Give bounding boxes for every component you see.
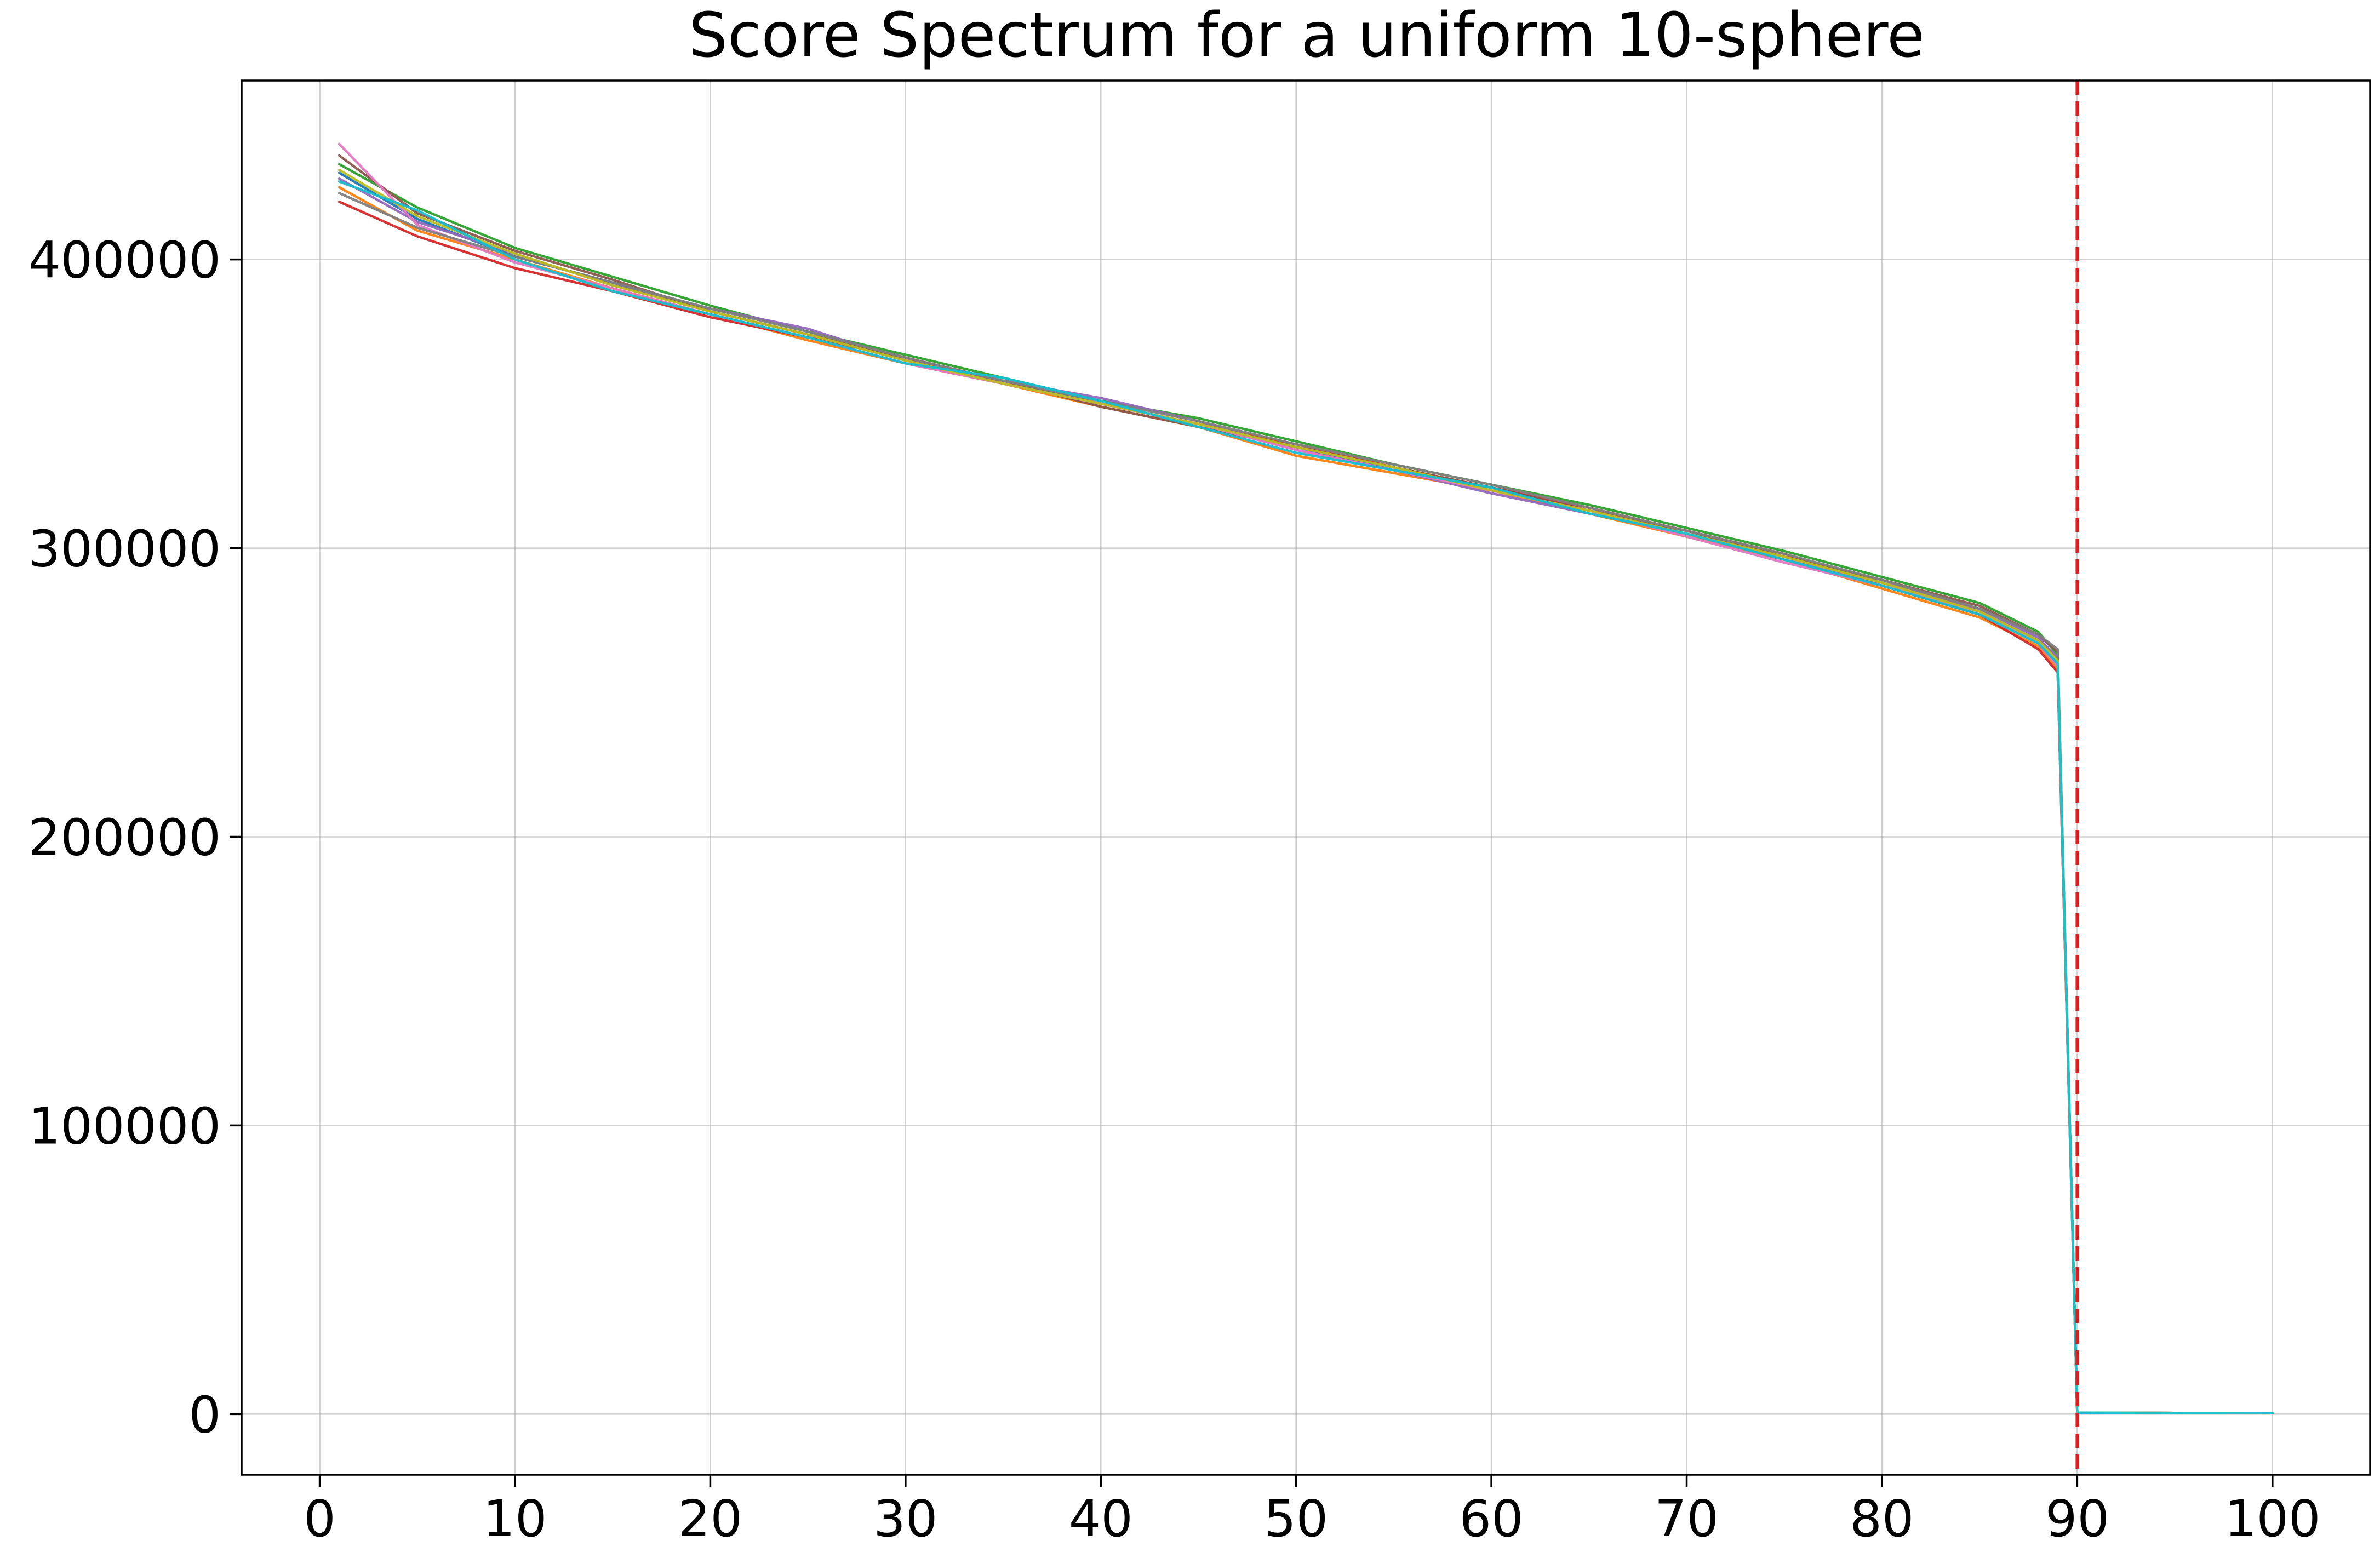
series-line-5 — [337, 177, 2274, 1415]
x-tick-label: 70 — [1655, 1490, 1719, 1548]
x-tick-label: 40 — [1069, 1490, 1133, 1548]
x-tick-label: 100 — [2224, 1490, 2321, 1548]
plot-frame — [241, 79, 2371, 1476]
y-tick-label: 400000 — [28, 231, 221, 290]
series-line-1 — [337, 171, 2274, 1415]
series-line-2 — [337, 186, 2274, 1415]
x-tick-label: 30 — [873, 1490, 937, 1548]
chart-title: Score Spectrum for a uniform 10-sphere — [689, 0, 1925, 71]
y-tick-label: 200000 — [28, 809, 221, 867]
y-tick-label: 100000 — [28, 1097, 221, 1155]
series-line-8 — [337, 192, 2274, 1415]
y-axis-ticks: 0 100000 200000 300000 400000 — [28, 231, 242, 1444]
y-tick-label: 300000 — [28, 520, 221, 578]
series-line-4 — [337, 201, 2274, 1415]
series-line-9 — [337, 169, 2274, 1415]
series-line-7 — [337, 142, 2274, 1415]
x-tick-label: 60 — [1460, 1490, 1524, 1548]
x-tick-label: 50 — [1264, 1490, 1328, 1548]
x-tick-label: 0 — [304, 1490, 336, 1548]
series-lines — [337, 142, 2274, 1415]
x-tick-label: 90 — [2045, 1490, 2109, 1548]
y-tick-label: 0 — [188, 1385, 221, 1444]
x-tick-label: 80 — [1850, 1490, 1914, 1548]
series-line-10 — [337, 180, 2274, 1415]
x-tick-label: 20 — [678, 1490, 742, 1548]
series-line-3 — [337, 163, 2274, 1415]
x-tick-label: 10 — [483, 1490, 547, 1548]
series-line-6 — [337, 154, 2274, 1415]
grid — [242, 81, 2370, 1475]
x-axis-ticks: 0 10 20 30 40 50 60 70 80 90 100 — [304, 1475, 2321, 1548]
